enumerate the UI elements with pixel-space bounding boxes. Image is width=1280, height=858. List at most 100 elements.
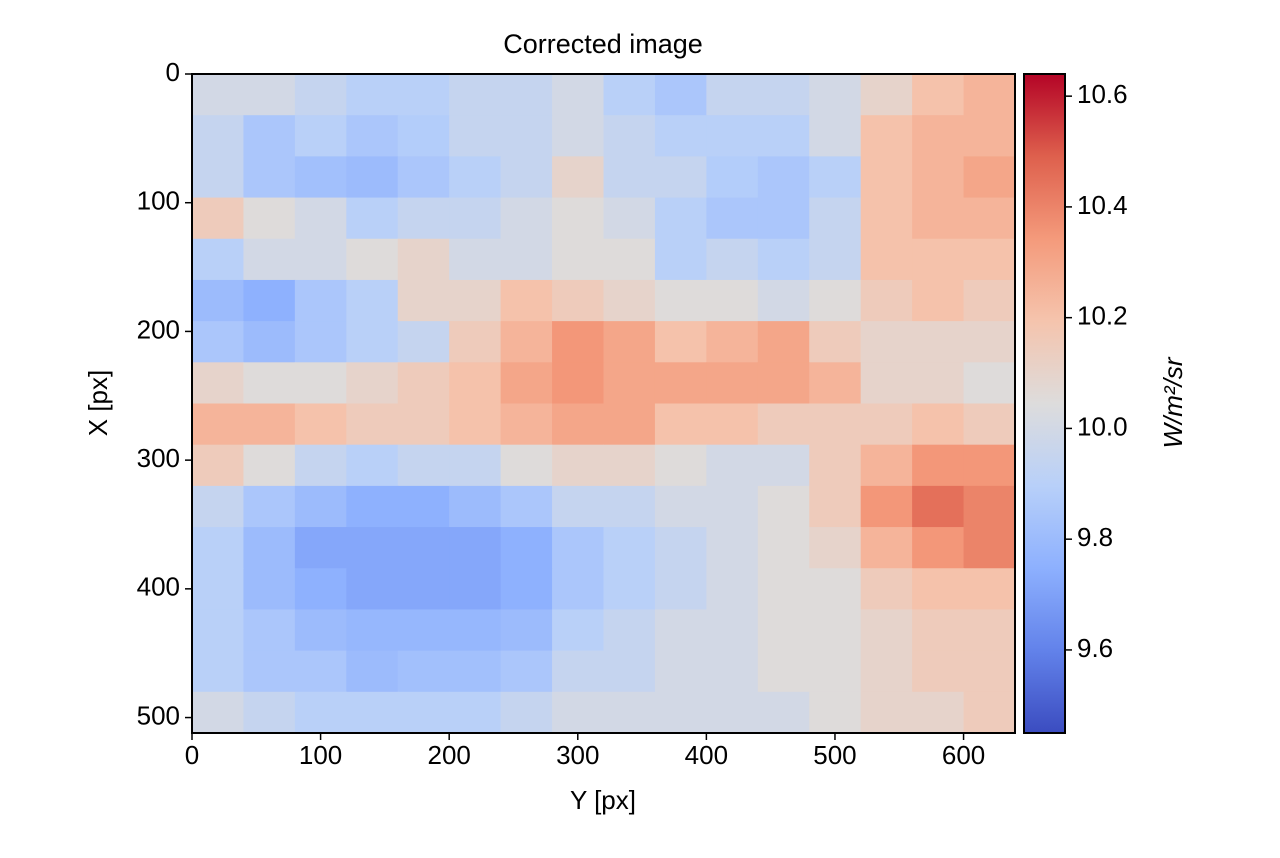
colorbar-label: W/m²/sr [1158,356,1188,448]
heatmap-cell [243,115,296,157]
heatmap-cell [912,609,965,652]
heatmap-cell [706,197,759,240]
heatmap-cell [963,321,1015,363]
colorbar-tick-label: 10.2 [1077,301,1128,331]
heatmap-cell [449,527,502,569]
heatmap-cell [654,403,707,446]
heatmap-cell [706,444,759,487]
heatmap-cell [603,403,656,446]
heatmap-cell [500,650,553,693]
heatmap-cell [809,650,862,693]
heatmap-cell [757,115,810,157]
heatmap-cell [294,238,347,281]
heatmap-cell [603,527,656,569]
heatmap-cell [963,403,1015,446]
heatmap-cell [912,238,965,281]
heatmap-cell [346,650,399,693]
heatmap-cell [860,74,913,116]
heatmap-cell [192,362,245,405]
y-tick-label: 400 [137,572,180,602]
heatmap-cell [912,527,965,569]
heatmap-cell [809,279,862,322]
heatmap-cell [912,403,965,446]
heatmap-cell [706,527,759,569]
heatmap-cell [192,115,245,157]
heatmap-cell [552,74,605,116]
heatmap-cell [912,156,965,199]
heatmap-cell [346,691,399,733]
heatmap-cell [449,362,502,405]
heatmap-cell [809,74,862,116]
heatmap-cell [860,527,913,569]
heatmap-cell [500,362,553,405]
heatmap-cell [706,485,759,528]
heatmap-cell [757,403,810,446]
heatmap-cell [809,362,862,405]
heatmap-cell [449,609,502,652]
heatmap-cell [912,650,965,693]
heatmap-cell [809,238,862,281]
heatmap-cell [243,609,296,652]
heatmap-cell [654,527,707,569]
heatmap-cell [963,444,1015,487]
x-tick-label: 500 [813,740,856,770]
heatmap-cell [603,609,656,652]
heatmap-cell [963,279,1015,322]
heatmap-cell [346,279,399,322]
heatmap-cell [603,238,656,281]
heatmap-cell [706,115,759,157]
heatmap-cell [192,650,245,693]
heatmap-cell [552,444,605,487]
heatmap-cell [757,691,810,733]
heatmap-cell [654,609,707,652]
heatmap-cell [963,197,1015,240]
heatmap-cell [654,691,707,733]
heatmap-cell [603,197,656,240]
heatmap-cell [757,279,810,322]
heatmap-cell [860,568,913,611]
heatmap-cell [397,485,450,528]
heatmap-cell [449,444,502,487]
heatmap-cell [809,197,862,240]
heatmap-cell [397,321,450,363]
heatmap-cell [654,362,707,405]
heatmap-cell [706,609,759,652]
heatmap-cell [500,74,553,116]
heatmap-cell [963,568,1015,611]
heatmap-cell [860,156,913,199]
heatmap-cell [757,197,810,240]
heatmap-cell [860,362,913,405]
heatmap-cell [243,238,296,281]
heatmap-cell [243,321,296,363]
heatmap-cell [243,74,296,116]
heatmap-cell [500,279,553,322]
heatmap-cell [809,691,862,733]
y-tick-label: 500 [137,700,180,730]
heatmap-cell [192,568,245,611]
heatmap-cell [397,568,450,611]
heatmap-cell [192,197,245,240]
heatmap-cell [192,691,245,733]
heatmap-cell [243,156,296,199]
heatmap-cell [654,568,707,611]
heatmap-cell [603,156,656,199]
heatmap-cell [500,238,553,281]
heatmap-cell [500,156,553,199]
heatmap-cell [243,485,296,528]
heatmap-cell [963,485,1015,528]
heatmap-cell [500,485,553,528]
heatmap-cell [912,279,965,322]
heatmap-cell [397,238,450,281]
heatmap-cell [552,362,605,405]
heatmap-cell [603,115,656,157]
x-tick-label: 400 [685,740,728,770]
heatmap-cell [346,527,399,569]
heatmap-cell [912,362,965,405]
heatmap-cell [706,650,759,693]
heatmap-cell [603,568,656,611]
heatmap-cell [963,650,1015,693]
heatmap-cell [243,197,296,240]
heatmap-cell [294,444,347,487]
heatmap-cell [706,238,759,281]
heatmap-cell [500,568,553,611]
